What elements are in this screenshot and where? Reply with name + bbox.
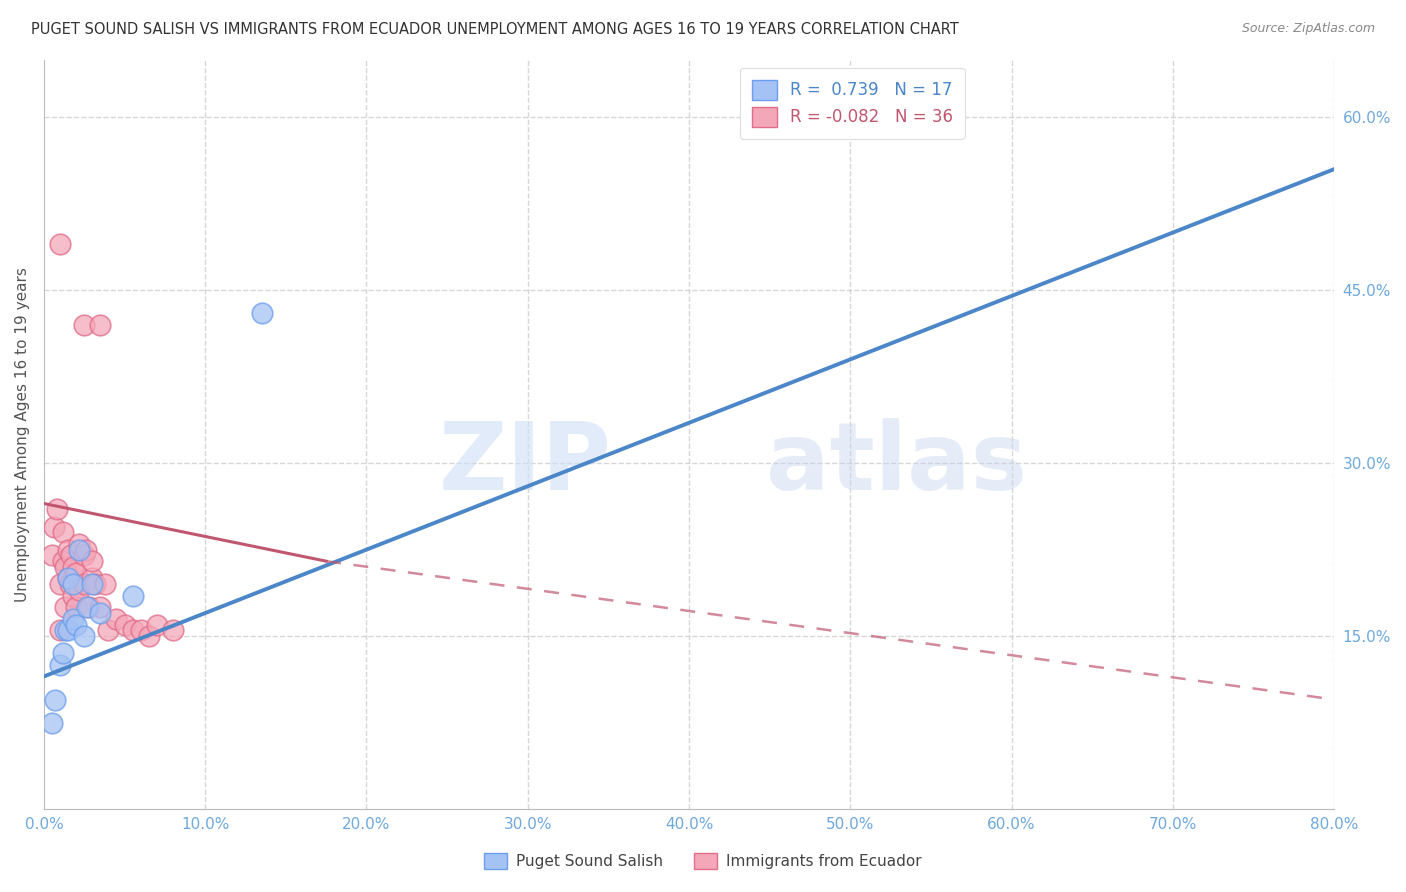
Point	[82, 554, 104, 568]
Point	[49, 577, 72, 591]
Point	[89, 606, 111, 620]
Y-axis label: Unemployment Among Ages 16 to 19 years: Unemployment Among Ages 16 to 19 years	[15, 267, 30, 602]
Point	[73, 318, 96, 332]
Point	[49, 624, 72, 638]
Point	[114, 617, 136, 632]
Point	[62, 577, 84, 591]
Point	[62, 589, 84, 603]
Point	[49, 657, 72, 672]
Point	[62, 560, 84, 574]
Point	[45, 502, 67, 516]
Point	[56, 624, 79, 638]
Point	[138, 629, 160, 643]
Point	[52, 554, 75, 568]
Point	[67, 537, 90, 551]
Point	[94, 577, 117, 591]
Point	[59, 577, 82, 591]
Point	[67, 542, 90, 557]
Point	[44, 692, 66, 706]
Point	[121, 624, 143, 638]
Point	[56, 571, 79, 585]
Point	[89, 318, 111, 332]
Point	[75, 542, 97, 557]
Point	[121, 589, 143, 603]
Point	[105, 612, 128, 626]
Point	[49, 237, 72, 252]
Point	[82, 571, 104, 585]
Point	[52, 525, 75, 540]
Point	[77, 600, 100, 615]
Point	[73, 629, 96, 643]
Point	[162, 624, 184, 638]
Text: Source: ZipAtlas.com: Source: ZipAtlas.com	[1241, 22, 1375, 36]
Point	[82, 577, 104, 591]
Point	[76, 600, 98, 615]
Legend: R =  0.739   N = 17, R = -0.082   N = 36: R = 0.739 N = 17, R = -0.082 N = 36	[740, 68, 965, 138]
Point	[84, 577, 107, 591]
Point	[67, 582, 90, 597]
Point	[97, 624, 120, 638]
Point	[250, 306, 273, 320]
Text: ZIP: ZIP	[439, 418, 612, 510]
Point	[53, 624, 76, 638]
Point	[56, 542, 79, 557]
Point	[65, 617, 87, 632]
Point	[146, 617, 169, 632]
Point	[65, 600, 87, 615]
Point	[56, 571, 79, 585]
Point	[53, 600, 76, 615]
Point	[41, 715, 63, 730]
Point	[60, 549, 83, 563]
Point	[42, 519, 65, 533]
Text: PUGET SOUND SALISH VS IMMIGRANTS FROM ECUADOR UNEMPLOYMENT AMONG AGES 16 TO 19 Y: PUGET SOUND SALISH VS IMMIGRANTS FROM EC…	[31, 22, 959, 37]
Point	[73, 549, 96, 563]
Text: atlas: atlas	[766, 418, 1028, 510]
Point	[65, 566, 87, 580]
Point	[129, 624, 152, 638]
Point	[53, 560, 76, 574]
Point	[73, 577, 96, 591]
Point	[62, 612, 84, 626]
Point	[41, 549, 63, 563]
Point	[89, 600, 111, 615]
Point	[52, 647, 75, 661]
Legend: Puget Sound Salish, Immigrants from Ecuador: Puget Sound Salish, Immigrants from Ecua…	[478, 847, 928, 875]
